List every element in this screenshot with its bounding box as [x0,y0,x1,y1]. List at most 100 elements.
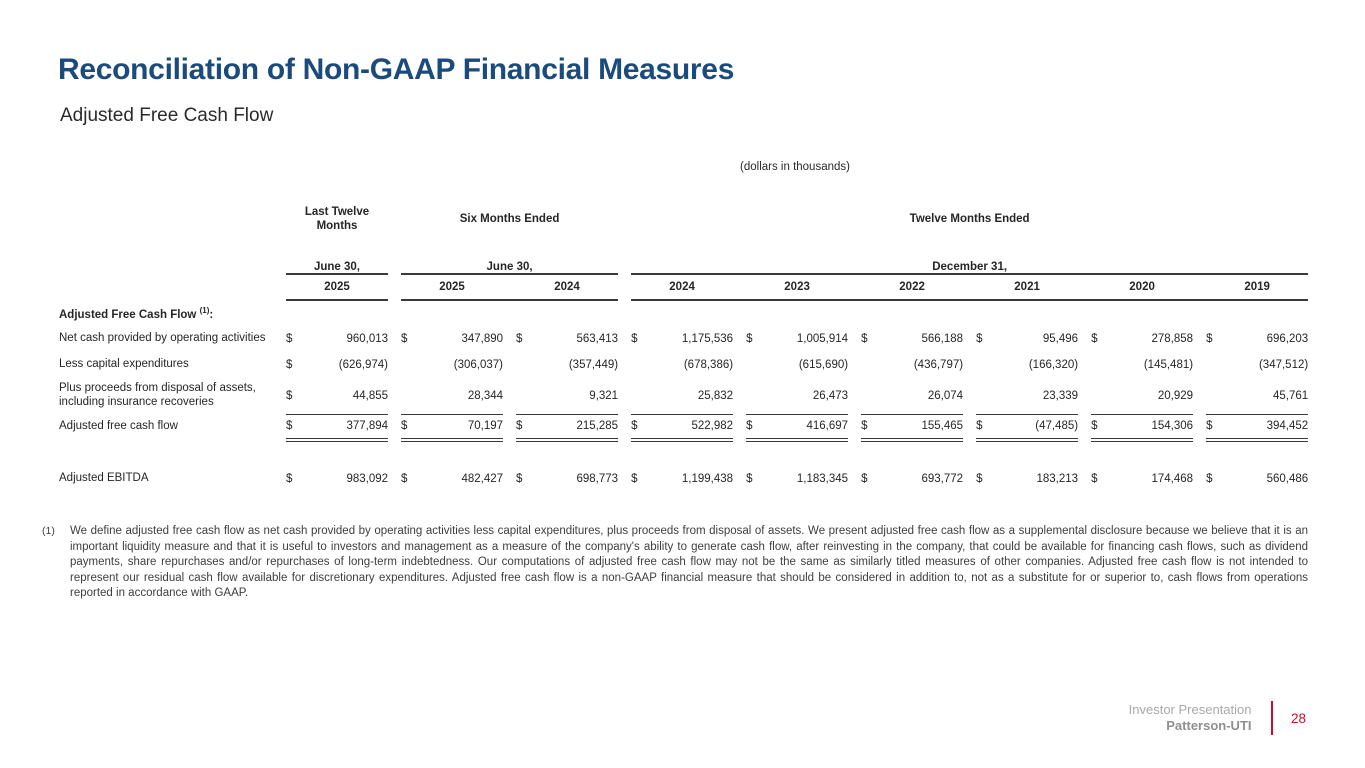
spacer-cell [733,274,747,301]
value-cell: 278,858 [1151,333,1194,345]
value-cell: (47,485) [992,413,1079,442]
spacer-cell [503,352,516,378]
value-cell: 26,074 [927,389,964,402]
value-cell: 70,197 [417,413,504,442]
col-year: 2022 [861,274,964,301]
table-row-operating-cash: Net cash provided by operating activitie… [59,326,1308,352]
value-cell: 696,203 [1266,333,1309,345]
value-cell: 1,005,914 [796,333,849,345]
spacer-cell [733,378,746,414]
col-year: 2025 [401,274,504,301]
spacer-cell [59,440,1308,466]
spacer-cell [388,378,401,414]
currency-cell: $ [1091,333,1098,345]
currency-cell: $ [286,473,293,485]
section-heading-row: Adjusted Free Cash Flow (1): [59,300,1308,326]
spacer-cell [388,198,401,242]
currency-cell: $ [861,473,868,485]
spacer-cell [963,274,977,301]
spacer-cell [1193,352,1206,378]
spacer-cell [963,466,976,492]
units-note: (dollars in thousands) [740,161,850,173]
spacer-cell [503,378,516,414]
currency-cell: $ [401,413,418,442]
value-cell: (615,690) [798,359,849,371]
currency-cell: $ [631,333,638,345]
value-cell: 44,855 [352,389,389,402]
spacer-cell [733,466,746,492]
spacer-cell [388,352,401,378]
currency-cell [976,352,992,378]
value-cell: 215,285 [532,413,619,442]
spacer-cell [618,274,631,300]
table-gap-row [59,440,1308,466]
spacer-cell [848,378,861,414]
value-cell: 45,761 [1273,389,1309,402]
header-period-row: Last Twelve Months Six Months Ended Twel… [59,198,1308,242]
value-cell: 394,452 [1222,413,1309,442]
value-cell: 9,321 [589,389,619,402]
spacer-cell [848,326,861,352]
value-cell: 560,486 [1266,473,1309,485]
spacer-cell [1193,466,1206,492]
value-cell: (626,974) [338,359,389,371]
row-label: Adjusted free cash flow [59,420,178,433]
value-cell: 183,213 [1036,473,1079,485]
section-heading: Adjusted Free Cash Flow (1): [59,300,1308,326]
value-cell: 960,013 [346,333,389,345]
spacer-cell [848,466,861,492]
currency-cell: $ [1091,413,1108,442]
spacer-cell [59,198,286,242]
section-heading-text: Adjusted Free Cash Flow [59,308,197,321]
col-group-last-twelve-months: Last Twelve Months [304,206,370,232]
spacer-cell [1078,414,1091,440]
spacer-cell [59,242,286,274]
spacer-cell [1193,326,1206,352]
value-cell: 154,306 [1107,413,1194,442]
spacer-cell [1078,326,1091,352]
spacer-cell [1078,378,1091,414]
currency-cell [516,352,532,378]
currency-cell: $ [631,473,638,485]
currency-cell [861,352,877,378]
footer-company-name: Patterson-UTI [1166,718,1252,733]
spacer-cell [503,326,516,352]
header-year-row: 2025 2025 2024 2024 2023 2022 2021 2020 … [59,274,1309,301]
currency-cell [1091,352,1107,378]
value-cell: 155,465 [877,413,964,442]
currency-cell: $ [286,413,302,442]
header-date-row: June 30, June 30, December 31, [59,242,1309,275]
currency-cell: $ [1206,333,1213,345]
currency-cell: $ [401,473,408,485]
currency-cell [976,378,992,414]
value-cell: 563,413 [576,333,619,345]
currency-cell: $ [286,333,293,345]
currency-cell: $ [286,389,293,402]
value-cell: (306,037) [453,359,504,371]
currency-cell: $ [746,413,763,442]
spacer-cell [388,274,401,300]
col-year: 2020 [1091,274,1194,301]
spacer-cell [388,466,401,492]
spacer-cell [1193,274,1207,301]
value-cell: (678,386) [683,359,734,371]
spacer-cell [733,326,746,352]
row-label: Less capital expenditures [59,358,189,371]
col-year: 2023 [746,274,849,301]
spacer-cell [388,326,401,352]
currency-cell [746,378,762,414]
footer-text: Investor Presentation Patterson-UTI [1129,702,1252,735]
footer-divider [1270,701,1273,735]
value-cell: 1,183,345 [796,473,849,485]
table-row-capital-expenditures: Less capital expenditures $ (626,974) (3… [59,352,1308,378]
col-year: 2024 [631,274,734,301]
spacer-cell [963,378,976,414]
currency-cell: $ [861,333,868,345]
value-cell: 20,929 [1157,389,1194,402]
currency-cell [401,352,417,378]
value-cell: 23,339 [1042,389,1079,402]
spacer-cell [618,414,631,440]
col-date-june-30-six-months: June 30, [401,242,619,275]
spacer-cell [618,352,631,378]
value-cell: (145,481) [1143,359,1194,371]
